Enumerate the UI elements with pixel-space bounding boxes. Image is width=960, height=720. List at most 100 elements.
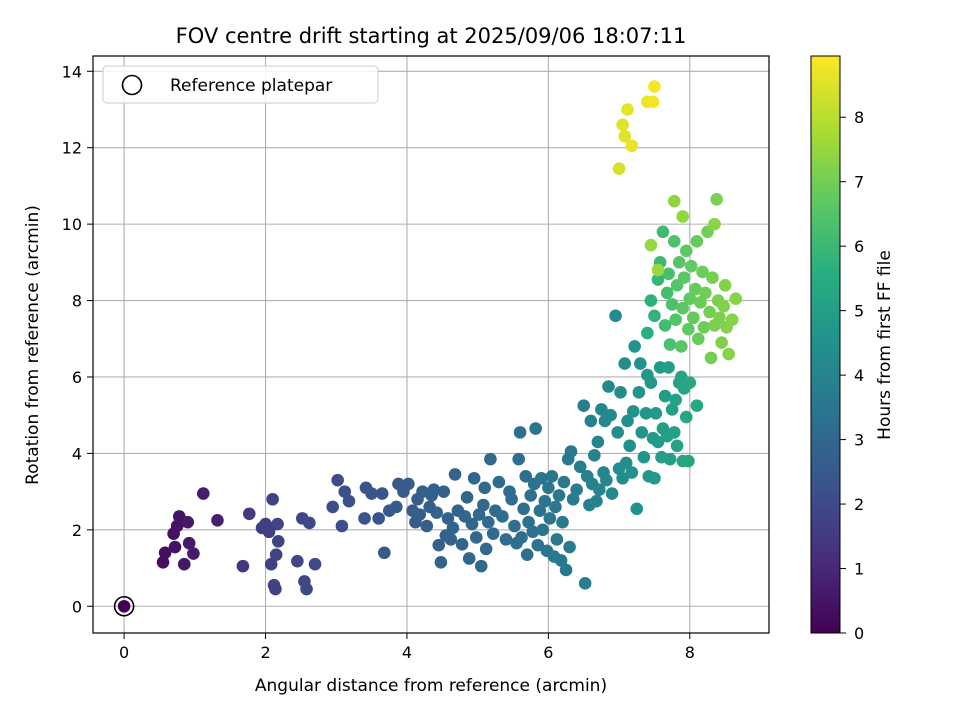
data-point	[326, 500, 340, 514]
x-axis-label: Angular distance from reference (arcmin)	[255, 676, 607, 696]
data-point	[679, 410, 693, 424]
data-point	[469, 531, 483, 544]
data-point	[563, 540, 576, 554]
data-point	[181, 515, 195, 529]
data-point	[663, 452, 677, 466]
data-point	[577, 399, 591, 412]
data-point	[538, 494, 552, 508]
data-point	[402, 477, 415, 491]
data-point	[542, 481, 555, 495]
data-point	[168, 540, 182, 554]
data-point	[612, 162, 626, 176]
data-point	[535, 471, 548, 485]
data-point	[729, 292, 743, 305]
y-tick-label: 10	[62, 215, 82, 234]
data-point	[478, 481, 492, 495]
data-point	[725, 313, 739, 326]
y-tick-label: 6	[72, 368, 82, 387]
data-point	[269, 548, 283, 561]
plot-area-frame	[92, 55, 770, 634]
data-point	[531, 538, 545, 552]
y-tick-label: 14	[62, 62, 82, 81]
data-point	[676, 301, 690, 315]
data-point	[375, 487, 389, 500]
reference-platepar-marker	[113, 595, 135, 617]
data-point	[156, 556, 170, 569]
data-point	[543, 512, 557, 525]
data-point	[430, 506, 443, 519]
data-point	[513, 426, 527, 439]
data-point	[703, 305, 716, 319]
data-point	[656, 225, 670, 239]
data-point	[266, 492, 279, 506]
data-point	[522, 515, 535, 529]
x-axis-ticks: 0 2 4 6 8	[119, 633, 695, 662]
data-point	[618, 357, 632, 370]
data-point	[595, 403, 608, 416]
data-point	[465, 517, 479, 531]
data-point	[684, 259, 698, 273]
data-point	[619, 456, 633, 470]
colorbar-tick-label: 5	[854, 302, 864, 321]
data-point	[704, 351, 718, 365]
data-point	[591, 435, 605, 449]
colorbar-gradient	[810, 55, 841, 634]
colorbar-tick-label: 2	[854, 495, 864, 514]
data-point	[536, 523, 550, 537]
data-point	[545, 470, 559, 483]
data-point	[264, 557, 278, 571]
data-point	[496, 510, 509, 523]
data-point	[722, 347, 735, 361]
colorbar-label: Hours from first FF file	[875, 250, 895, 440]
data-point	[635, 426, 649, 439]
data-point	[455, 538, 469, 551]
data-point	[549, 500, 562, 514]
data-point	[626, 405, 640, 418]
data-point	[644, 376, 658, 390]
data-point	[632, 385, 646, 399]
legend: Reference platepar	[102, 65, 379, 104]
colorbar-tick-label: 4	[854, 366, 864, 385]
data-point	[474, 559, 488, 573]
data-point	[634, 357, 647, 370]
data-point	[444, 533, 458, 546]
data-point	[663, 338, 677, 351]
data-point	[479, 542, 493, 556]
data-point	[669, 393, 682, 407]
data-point	[303, 516, 316, 530]
data-point	[670, 439, 684, 453]
y-tick-label: 12	[62, 139, 82, 158]
data-point	[662, 267, 675, 281]
data-point	[556, 515, 569, 529]
data-point	[197, 487, 210, 500]
data-point	[672, 256, 686, 269]
data-point	[696, 265, 709, 279]
data-point	[604, 408, 617, 422]
data-point	[462, 552, 476, 565]
data-point	[667, 194, 681, 208]
data-point	[378, 546, 391, 560]
data-point	[358, 512, 371, 525]
chart-title: FOV centre drift starting at 2025/09/06 …	[176, 24, 687, 48]
data-point	[590, 494, 603, 508]
data-point	[658, 319, 672, 332]
data-point	[669, 313, 682, 326]
data-point	[308, 557, 322, 571]
data-point	[706, 271, 719, 284]
data-point	[559, 563, 573, 577]
data-point	[515, 531, 528, 544]
data-point	[648, 471, 661, 485]
data-point	[484, 452, 497, 466]
data-point	[519, 470, 533, 483]
data-point	[158, 546, 172, 560]
x-tick-label: 0	[119, 643, 129, 662]
data-point	[291, 554, 304, 568]
data-point	[512, 452, 525, 466]
data-point	[481, 515, 495, 529]
data-point	[616, 471, 629, 485]
data-point	[505, 492, 518, 506]
data-point	[694, 296, 707, 309]
data-point	[713, 311, 726, 325]
data-point	[675, 340, 688, 353]
data-points	[117, 80, 743, 613]
